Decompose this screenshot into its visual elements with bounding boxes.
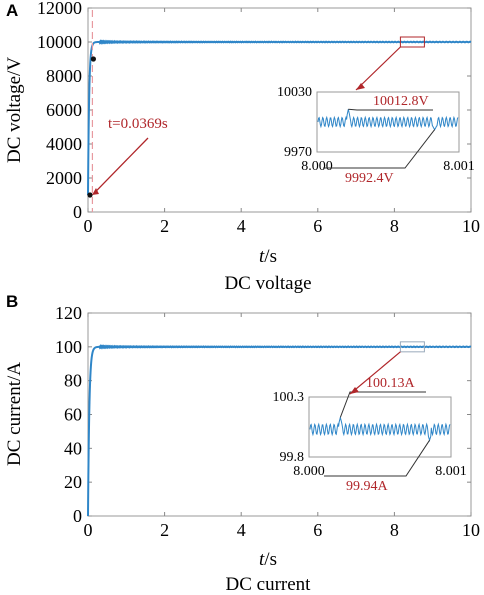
zoom-arrow-head	[350, 387, 359, 394]
min-value-label: 9992.4V	[345, 171, 394, 186]
x-tick-label: 8	[390, 216, 399, 236]
y-tick-label: 40	[64, 438, 82, 458]
max-leader-line	[339, 391, 426, 418]
x-axis-label-b-unit: /s	[264, 549, 277, 570]
time-annotation: t=0.0369s	[108, 116, 168, 132]
series-a	[87, 10, 472, 212]
y-axis-label-a: DC voltage/V	[4, 57, 25, 163]
zoom-arrow-head	[356, 83, 365, 90]
panel-a: A 0 2 4 6 8 10 0 2000 4000 6000 8000 10000 12000 DC …	[4, 0, 480, 294]
inset-b: 100.3 99.88.000 8.001 100.13A 99.94A	[273, 341, 467, 494]
panel-label-a: A	[6, 1, 18, 20]
x-axis-label-b: t/s	[259, 549, 277, 570]
x-tick-label: 4	[237, 520, 246, 540]
zoom-arrow-line	[349, 351, 401, 395]
x-tick-label: 0	[84, 216, 93, 236]
y-tick-label: 20	[64, 472, 82, 492]
x-axis-label-a-unit: /s	[264, 246, 277, 267]
inset-series-line	[317, 109, 459, 131]
min-value-label: 99.94A	[346, 479, 389, 494]
inset-x-label-right: 8.001	[443, 159, 475, 174]
y-tick-label: 12000	[37, 0, 82, 18]
y-tick-label: 100	[55, 337, 82, 357]
max-leader-line	[348, 108, 433, 111]
zoom-arrow-line	[355, 46, 401, 91]
y-tick-label: 10000	[37, 32, 82, 52]
series-b	[87, 344, 472, 516]
inset-y-label-bottom: 9970	[284, 145, 312, 160]
y-tick-label: 80	[64, 371, 82, 391]
x-axis-label-a: t/s	[259, 246, 277, 267]
y-tick-label: 0	[73, 202, 82, 222]
inset-y-label-top: 10030	[277, 85, 312, 100]
x-tick-label: 8	[390, 520, 399, 540]
inset-x-label-left: 8.000	[293, 464, 325, 479]
y-tick-label: 4000	[46, 134, 82, 154]
y-tick-label: 6000	[46, 100, 82, 120]
inset-series-line	[309, 417, 451, 442]
x-axis-label-a-var: t	[259, 246, 265, 267]
x-tick-label: 6	[313, 520, 322, 540]
inset-y-label-top: 100.3	[273, 390, 305, 405]
y-axis-label-b: DC current/A	[4, 362, 25, 466]
y-tick-label: 2000	[46, 168, 82, 188]
max-value-label: 10012.8V	[373, 94, 429, 109]
series-line	[87, 39, 472, 195]
caption-a: DC voltage	[224, 273, 311, 294]
data-marker	[90, 56, 97, 62]
zoom-region-box	[399, 36, 425, 48]
inset-x-label-left: 8.000	[301, 159, 333, 174]
y-tick-label: 8000	[46, 66, 82, 86]
x-tick-label: 2	[160, 520, 169, 540]
caption-b: DC current	[226, 574, 312, 595]
y-tick-label: 0	[73, 506, 82, 526]
inset-y-label-bottom: 99.8	[280, 450, 305, 465]
zoom-region-box	[399, 341, 425, 353]
annotation-arrow-head	[92, 188, 99, 195]
inset-x-label-right: 8.001	[435, 464, 467, 479]
x-tick-label: 6	[313, 216, 322, 236]
x-tick-label: 0	[84, 520, 93, 540]
panel-label-b: B	[6, 292, 18, 311]
y-tick-label: 120	[55, 303, 82, 323]
min-leader-line	[323, 129, 436, 169]
x-tick-label: 4	[237, 216, 246, 236]
annotation-arrow-line	[93, 137, 149, 194]
x-axis-label-b-var: t	[259, 549, 265, 570]
x-tick-label: 2	[160, 216, 169, 236]
x-tick-label: 10	[462, 520, 480, 540]
min-leader-line	[324, 439, 431, 477]
max-value-label: 100.13A	[366, 376, 416, 391]
series-line	[87, 344, 472, 516]
x-tick-label: 10	[462, 216, 480, 236]
data-marker	[87, 192, 93, 198]
y-tick-label: 60	[64, 405, 82, 425]
